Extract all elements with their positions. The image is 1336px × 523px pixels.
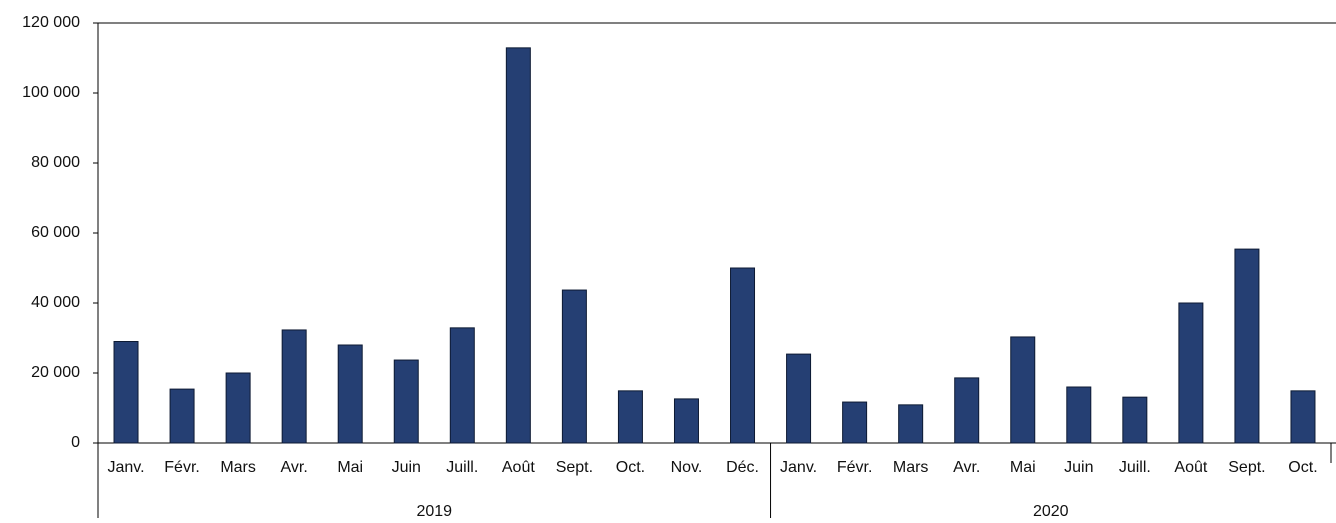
- y-tick-label: 120 000: [22, 14, 80, 31]
- x-tick-label: Janv.: [780, 459, 817, 476]
- y-tick-label: 60 000: [31, 224, 80, 241]
- x-tick-label: Mars: [893, 459, 929, 476]
- bar: [393, 359, 419, 444]
- bar: [561, 289, 587, 444]
- x-tick-label: Mars: [220, 459, 256, 476]
- bar: [898, 404, 924, 444]
- group-label: 2019: [416, 503, 452, 520]
- bar: [113, 341, 139, 444]
- x-tick-label: Août: [502, 459, 535, 476]
- bar: [1178, 302, 1204, 444]
- x-tick-label: Oct.: [616, 459, 645, 476]
- x-tick-label: Juill.: [1119, 459, 1151, 476]
- y-tick-label: 0: [71, 434, 80, 451]
- bar: [505, 47, 531, 444]
- bar: [449, 327, 475, 444]
- group-label: 2020: [1033, 503, 1069, 520]
- x-tick-label: Mai: [337, 459, 363, 476]
- x-tick-label: Juin: [392, 459, 421, 476]
- bar: [1010, 336, 1036, 444]
- bar: [954, 377, 980, 444]
- x-tick-label: Sept.: [556, 459, 593, 476]
- x-tick-label: Févr.: [164, 459, 200, 476]
- bar: [617, 390, 643, 444]
- bar: [1066, 386, 1092, 444]
- x-tick-label: Nov.: [671, 459, 703, 476]
- x-tick-label: Juill.: [446, 459, 478, 476]
- x-tick-label: Oct.: [1288, 459, 1317, 476]
- bar: [673, 398, 699, 444]
- bar: [1290, 390, 1316, 444]
- x-tick-label: Déc.: [726, 459, 759, 476]
- x-tick-label: Mai: [1010, 459, 1036, 476]
- bar: [225, 372, 251, 444]
- bar: [1234, 248, 1260, 444]
- y-tick-label: 20 000: [31, 364, 80, 381]
- x-tick-label: Avr.: [281, 459, 308, 476]
- x-tick-label: Août: [1174, 459, 1207, 476]
- y-tick-label: 80 000: [31, 154, 80, 171]
- x-tick-label: Sept.: [1228, 459, 1265, 476]
- y-tick-label: 100 000: [22, 84, 80, 101]
- bar: [337, 344, 363, 444]
- x-tick-label: Janv.: [107, 459, 144, 476]
- bar: [842, 401, 868, 444]
- y-tick-label: 40 000: [31, 294, 80, 311]
- bar: [281, 329, 307, 444]
- x-tick-label: Févr.: [837, 459, 873, 476]
- x-tick-label: Juin: [1064, 459, 1093, 476]
- bar: [1122, 396, 1148, 444]
- x-tick-label: Avr.: [953, 459, 980, 476]
- bar: [730, 267, 756, 444]
- bar: [786, 353, 812, 444]
- bar: [169, 388, 195, 444]
